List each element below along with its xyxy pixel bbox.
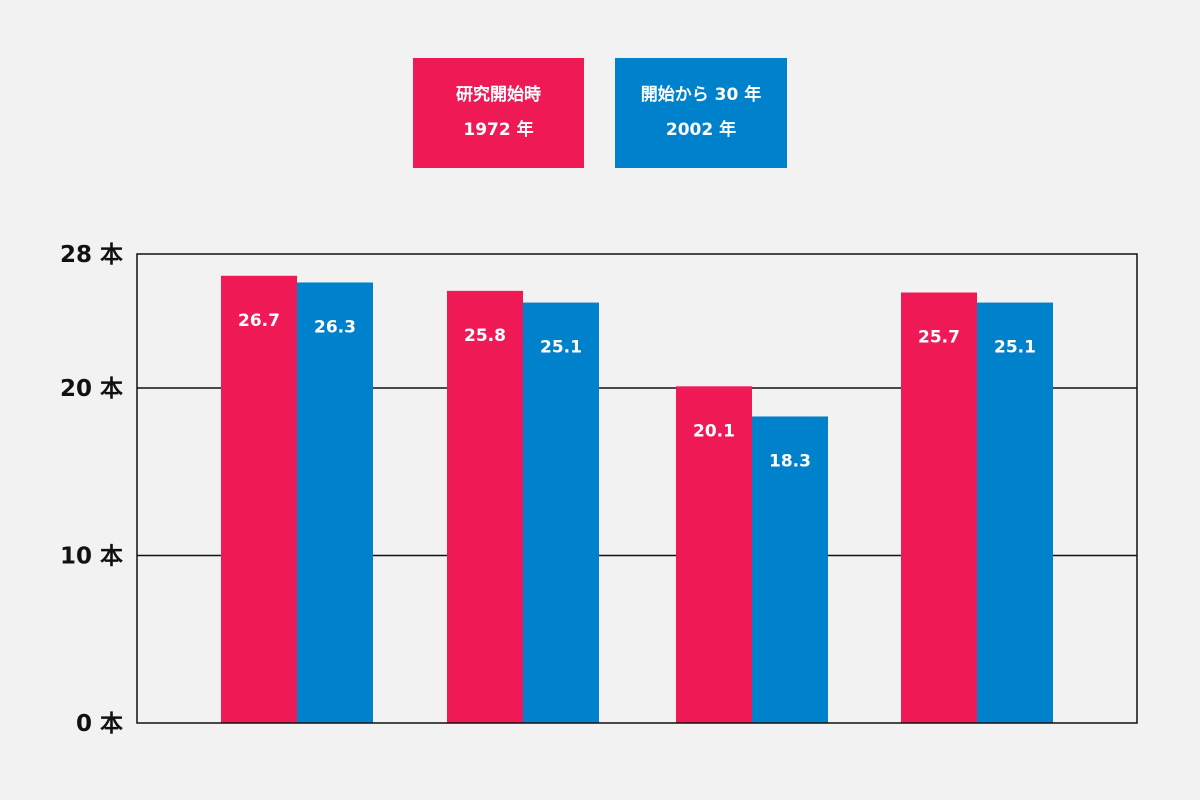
- legend-label-line1: 研究開始時: [456, 85, 541, 105]
- data-label: 26.3: [314, 317, 356, 337]
- plot-frame: [136, 253, 1138, 724]
- data-label: 18.3: [769, 451, 811, 471]
- y-tick-label: 0 本: [76, 711, 123, 737]
- legend-item-2002: 開始から 30 年 2002 年: [615, 58, 787, 168]
- legend-label-line1: 開始から 30 年: [640, 85, 762, 105]
- y-tick-label: 10 本: [60, 544, 123, 570]
- bar: [523, 302, 599, 723]
- data-label: 25.1: [540, 338, 582, 358]
- legend-item-1972: 研究開始時 1972 年: [413, 58, 584, 168]
- data-label: 25.7: [918, 328, 960, 348]
- bar: [901, 292, 977, 723]
- legend-label-line2: 2002 年: [665, 120, 737, 140]
- data-label: 20.1: [693, 421, 735, 441]
- data-label: 25.8: [464, 326, 506, 346]
- data-label: 25.1: [994, 338, 1036, 358]
- y-tick-label: 20 本: [60, 376, 123, 402]
- legend-label-line2: 1972 年: [463, 120, 534, 140]
- bar: [676, 386, 752, 723]
- bar: [297, 282, 373, 723]
- data-label: 26.7: [238, 311, 280, 331]
- bar: [221, 275, 297, 723]
- bar: [447, 290, 523, 723]
- y-tick-label: 28 本: [60, 242, 123, 268]
- bar: [752, 416, 828, 723]
- bar: [977, 302, 1053, 723]
